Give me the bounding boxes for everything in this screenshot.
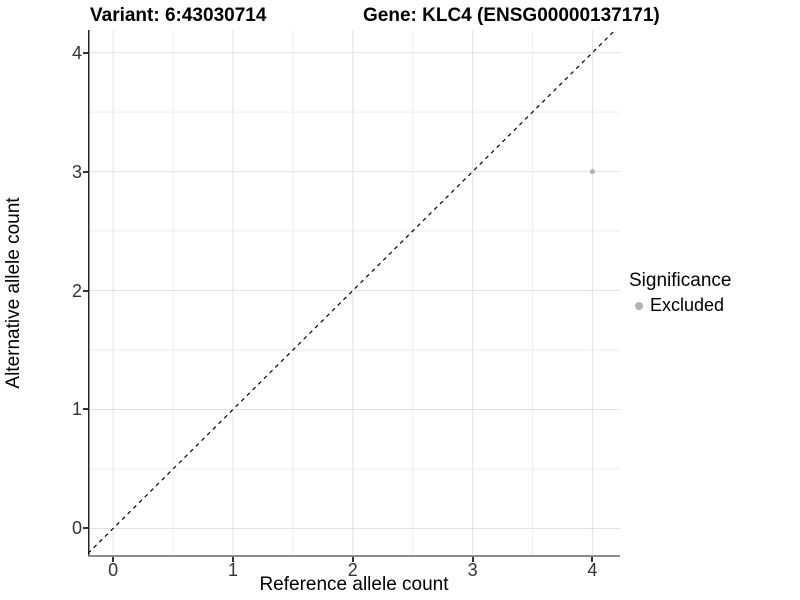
legend: Significance Excluded <box>629 270 731 316</box>
excluded-dot-icon <box>635 301 643 310</box>
y-tick-label: 1 <box>71 399 82 420</box>
plot-title-variant: Variant: 6:43030714 <box>90 5 267 26</box>
y-tick-label: 2 <box>71 280 82 301</box>
plot-canvas <box>87 29 620 557</box>
legend-entry-excluded: Excluded <box>629 295 731 316</box>
legend-title: Significance <box>629 270 732 291</box>
x-tick-mark <box>231 557 234 562</box>
plot-title-gene: Gene: KLC4 (ENSG00000137171) <box>363 5 660 26</box>
identity-line <box>87 29 616 554</box>
y-tick-mark <box>83 170 88 173</box>
x-tick-label: 1 <box>227 560 238 580</box>
y-tick-mark <box>83 527 88 530</box>
y-tick-mark <box>83 289 88 292</box>
x-tick-mark <box>471 557 474 562</box>
y-axis-title: Alternative allele count <box>3 197 24 389</box>
x-tick-mark <box>112 557 115 562</box>
y-tick-mark <box>83 51 88 54</box>
plot-panel <box>87 29 620 557</box>
x-tick-label: 0 <box>108 560 119 580</box>
x-tick-mark <box>591 557 594 562</box>
x-tick-label: 2 <box>347 560 358 580</box>
x-tick-label: 4 <box>587 560 598 580</box>
y-tick-label: 0 <box>71 518 82 539</box>
x-tick-label: 3 <box>467 560 478 580</box>
legend-entry-label: Excluded <box>650 295 725 315</box>
data-point <box>589 168 596 175</box>
y-tick-label: 4 <box>71 42 82 63</box>
x-axis-title: Reference allele count <box>259 574 449 595</box>
y-tick-mark <box>83 408 88 411</box>
x-tick-mark <box>351 557 354 562</box>
y-tick-label: 3 <box>71 161 82 182</box>
